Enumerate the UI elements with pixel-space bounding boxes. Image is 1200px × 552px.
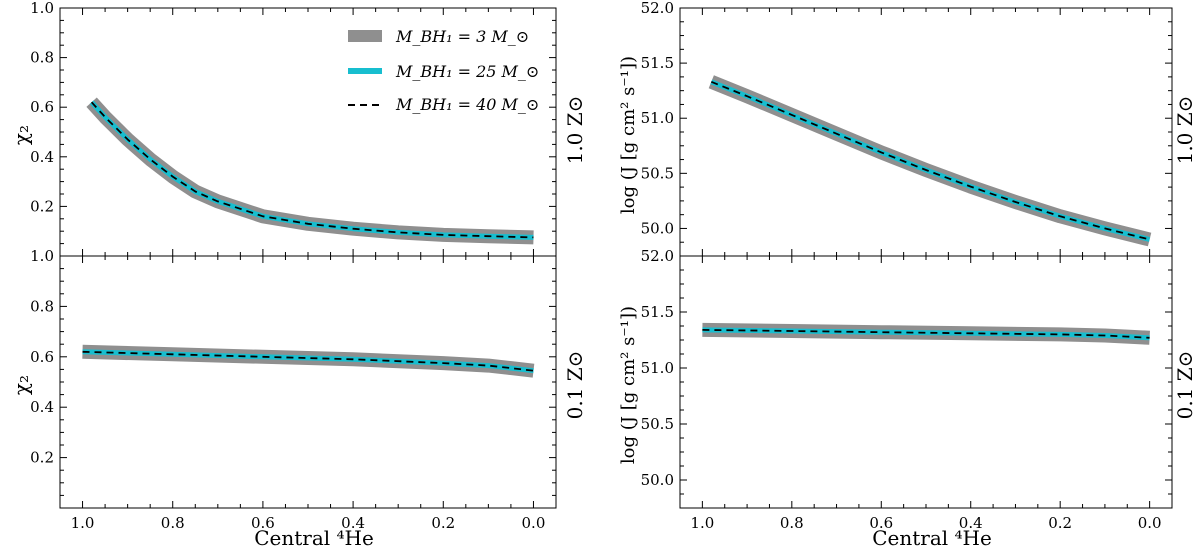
y-tick-label: 0.4 [30, 398, 54, 416]
side-label-z-bottom-left: 0.1 Z⊙ [563, 351, 587, 420]
axes-frame-bottom-left [59, 255, 557, 509]
y-tick-label: 51.0 [641, 359, 674, 377]
y-axis-label-j-bottom: log (J [g cm² s⁻¹]) [618, 306, 639, 464]
series-bh40-line [702, 329, 1150, 339]
y-tick-label: 50.5 [641, 415, 674, 433]
x-tick-label: 0.0 [1138, 514, 1162, 532]
y-tick-label: 0.8 [30, 49, 54, 67]
x-tick-label: 0.6 [251, 514, 275, 532]
y-tick-label: 1.0 [30, 0, 54, 17]
axes-frame-top-right [679, 7, 1173, 257]
panels: 0.20.40.60.81.01.0 0.8 0.6 0.4 0.2 0.00.20.40… [30, 0, 1173, 532]
y-tick-label: 0.2 [30, 449, 54, 467]
y-tick-label: 51.5 [641, 303, 674, 321]
y-tick-label: 0.4 [30, 148, 54, 166]
legend-label-bh40: M_BH₁ = 40 M_⊙ [395, 95, 539, 114]
series-bh40-line [90, 101, 534, 239]
series-bh3-line [708, 75, 1152, 247]
side-label-z-top-right: 1.0 Z⊙ [1173, 96, 1197, 165]
x-axis-label-right: Central ⁴He [872, 526, 992, 550]
side-label-z-bottom-right: 0.1 Z⊙ [1173, 351, 1197, 420]
series-bh40-line [710, 80, 1150, 241]
y-tick-label: 0.2 [30, 197, 54, 215]
panel-top-right: 50.0 50.5 51.0 51.5 52.0 [641, 0, 1173, 257]
x-tick-label: 0.2 [431, 514, 455, 532]
panel-top-left: 0.2 0.4 0.6 0.8 1.0 [30, 0, 557, 257]
y-axis-label-chi-bottom: χ₂ [9, 375, 33, 395]
x-tick-label: 0.4 [959, 514, 983, 532]
legend-swatch-bh25 [348, 68, 382, 74]
legend-swatch-bh3 [348, 30, 382, 42]
x-tick-label: 0.8 [161, 514, 185, 532]
y-tick-label: 52.0 [641, 0, 674, 17]
y-tick-label: 0.6 [30, 98, 54, 116]
y-tick-label: 51.0 [641, 109, 674, 127]
legend-label-bh25: M_BH₁ = 25 M_⊙ [395, 62, 539, 81]
x-tick-label: 0.8 [780, 514, 804, 532]
x-tick-label: 1.0 [690, 514, 714, 532]
y-tick-label: 51.5 [641, 54, 674, 72]
legend-label-bh3: M_BH₁ = 3 M_⊙ [395, 27, 529, 46]
y-tick-label: 0.8 [30, 297, 54, 315]
y-tick-label: 52.0 [641, 247, 674, 265]
axes-frame-bottom-right [679, 255, 1173, 509]
y-axis-label-j-top: log (J [g cm² s⁻¹]) [618, 56, 639, 214]
legend: M_BH₁ = 3 M_⊙ M_BH₁ = 25 M_⊙ M_BH₁ = 40 … [348, 27, 539, 114]
series-bh40-line [82, 350, 534, 372]
y-tick-label: 50.0 [641, 471, 674, 489]
x-tick-label: 1.0 [71, 514, 95, 532]
panel-bottom-right: 1.0 0.8 0.6 0.4 0.2 0.0 50.0 50.5 51.0 51.5 52.0 [641, 247, 1173, 532]
x-tick-label: 0.4 [341, 514, 365, 532]
y-tick-label: 50.5 [641, 164, 674, 182]
panel-bottom-left: 1.0 0.8 0.6 0.4 0.2 0.0 0.2 0.4 0.6 0.8 1.0 [30, 247, 557, 532]
x-tick-label: 0.6 [869, 514, 893, 532]
y-axis-label-chi-top: χ₂ [9, 125, 33, 145]
x-tick-label: 0.2 [1048, 514, 1072, 532]
side-label-z-top-left: 1.0 Z⊙ [563, 96, 587, 165]
x-tick-label: 0.0 [522, 514, 546, 532]
series-bh3-line [86, 97, 534, 245]
y-tick-label: 1.0 [30, 247, 54, 265]
y-tick-label: 0.6 [30, 348, 54, 366]
x-axis-label-left: Central ⁴He [254, 526, 374, 550]
y-tick-label: 50.0 [641, 219, 674, 237]
